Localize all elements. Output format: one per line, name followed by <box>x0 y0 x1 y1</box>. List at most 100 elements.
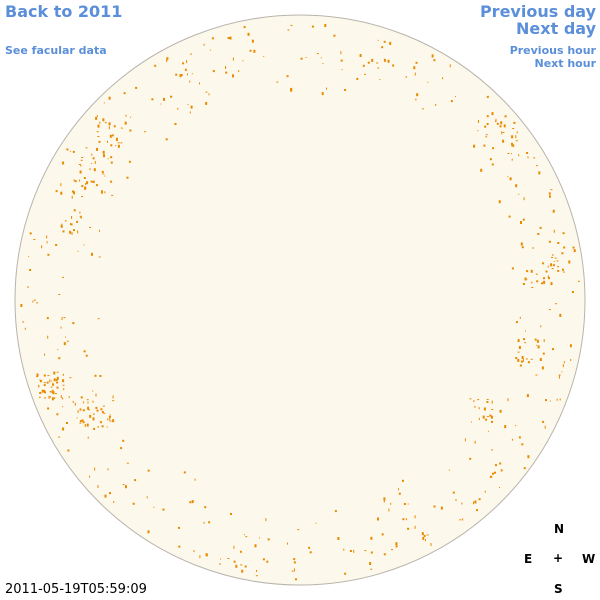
facula <box>422 536 425 540</box>
facula <box>540 325 542 328</box>
facula <box>518 346 521 349</box>
facula <box>256 570 257 572</box>
facula <box>316 53 319 55</box>
facula <box>533 157 536 159</box>
facula <box>478 120 479 123</box>
facula <box>542 420 545 423</box>
facula <box>507 175 509 177</box>
facula <box>71 195 73 199</box>
next-hour-link[interactable]: Next hour <box>534 57 597 70</box>
facula <box>62 230 65 233</box>
back-link[interactable]: Back to 2011 <box>5 2 123 21</box>
facula <box>415 98 417 101</box>
facula <box>50 380 52 382</box>
facula <box>147 469 150 472</box>
facula <box>572 246 575 249</box>
next-day-link[interactable]: Next day <box>516 19 596 38</box>
facula <box>91 252 93 256</box>
facula <box>478 417 480 420</box>
facula <box>84 186 86 189</box>
facula <box>523 197 525 201</box>
facula <box>340 51 342 55</box>
facula <box>79 422 82 424</box>
facula <box>525 278 528 280</box>
facula <box>62 379 65 383</box>
facula <box>126 462 129 464</box>
facula <box>387 59 390 63</box>
facula <box>498 200 501 204</box>
facula <box>95 184 98 187</box>
facula <box>568 260 571 264</box>
facula <box>57 349 59 351</box>
facula <box>170 95 173 98</box>
facula <box>225 71 228 74</box>
facula <box>473 144 476 148</box>
facula <box>398 492 401 495</box>
facula <box>74 402 76 406</box>
facula <box>89 168 91 170</box>
facula <box>92 157 95 160</box>
facula <box>334 510 337 513</box>
facula <box>107 468 109 471</box>
facula <box>60 326 62 329</box>
facula <box>491 163 494 166</box>
facula <box>62 161 65 165</box>
facula <box>551 257 553 258</box>
facula <box>562 271 565 273</box>
facula <box>58 357 61 360</box>
facula <box>254 544 257 548</box>
facula <box>109 420 112 422</box>
facula <box>491 400 493 404</box>
facula <box>349 550 352 552</box>
facula <box>115 145 117 146</box>
facula <box>108 122 111 126</box>
facula <box>29 269 32 271</box>
facula <box>85 354 88 357</box>
facula <box>79 408 82 411</box>
previous-day-link[interactable]: Previous day <box>479 2 596 21</box>
facula <box>293 561 296 564</box>
facula <box>72 322 75 325</box>
facula <box>83 350 86 353</box>
facula <box>536 344 538 346</box>
previous-hour-link[interactable]: Previous hour <box>509 44 596 57</box>
facula <box>515 135 517 139</box>
facular-link[interactable]: See facular data <box>5 44 107 57</box>
facula <box>109 96 110 99</box>
facula <box>526 270 529 273</box>
facula <box>494 471 496 474</box>
facula <box>549 194 551 197</box>
facula <box>73 179 75 182</box>
facula <box>104 191 106 194</box>
facula <box>518 436 521 439</box>
facula <box>553 229 555 233</box>
facula <box>104 175 106 177</box>
facula <box>518 154 520 157</box>
facula <box>205 553 208 557</box>
facula <box>471 421 472 423</box>
facula <box>112 419 115 423</box>
facula <box>266 560 269 563</box>
facula <box>322 63 324 65</box>
facula <box>356 77 359 80</box>
facula <box>129 129 132 132</box>
facula <box>522 359 524 362</box>
facula <box>515 140 518 142</box>
facula <box>107 140 108 143</box>
facula <box>102 173 105 175</box>
facula <box>97 485 99 488</box>
facula <box>232 57 234 61</box>
facula <box>97 425 99 428</box>
facula <box>233 560 236 563</box>
facula <box>111 194 114 196</box>
facula <box>477 399 480 401</box>
facula <box>377 67 380 69</box>
facula <box>243 534 245 536</box>
facula <box>182 62 185 65</box>
facula <box>203 521 205 524</box>
facula <box>541 366 544 370</box>
facula <box>395 542 398 546</box>
facula <box>435 104 437 106</box>
facula <box>187 104 189 105</box>
facula <box>433 505 436 508</box>
